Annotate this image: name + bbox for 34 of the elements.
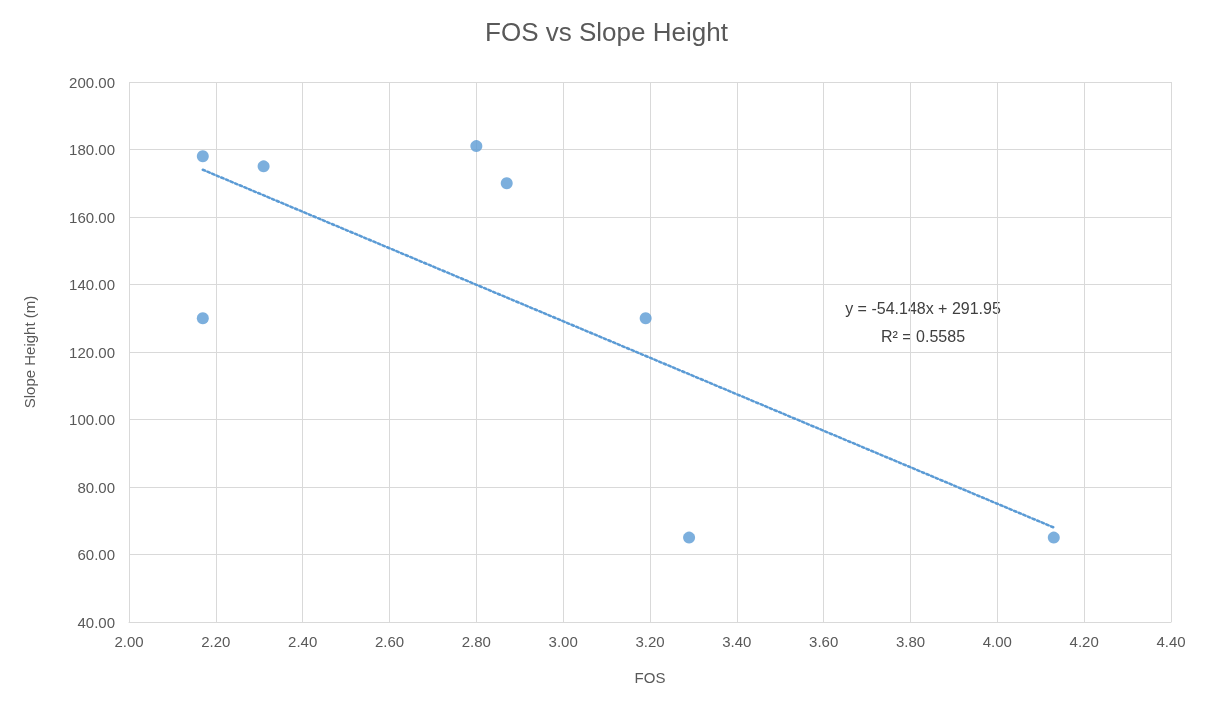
y-axis-title: Slope Height (m) (21, 295, 38, 409)
point (196, 150, 209, 163)
x-tick-label: 3.60 (809, 633, 839, 650)
y-tick-label: 100.00 (69, 411, 115, 428)
point (196, 312, 209, 325)
x-tick-label: 2.60 (374, 633, 405, 650)
y-tick-label: 200.00 (69, 73, 115, 91)
x-tick-label: 4.40 (1156, 633, 1186, 650)
y-tick-label: 160.00 (69, 208, 115, 226)
x-tick-label: 4.00 (982, 633, 1012, 650)
annotation: y = -54.148x + 291.95 (845, 299, 1001, 317)
point (1047, 531, 1060, 544)
x-tick-label: 2.00 (114, 633, 144, 650)
y-tick-label: 180.00 (69, 141, 115, 158)
x-tick-label: 4.20 (1069, 633, 1099, 650)
y-tick-label: 120.00 (69, 343, 115, 361)
x-axis-title: FOS (634, 669, 666, 686)
point (500, 177, 513, 190)
x-tick-label: 3.80 (895, 633, 926, 650)
point (470, 140, 483, 153)
y-tick-label: 80.00 (77, 478, 115, 496)
point (257, 160, 270, 173)
y-tick-label: 60.00 (77, 546, 115, 563)
chart-title: FOS vs Slope Height (485, 17, 729, 47)
y-tick-label: 140.00 (69, 276, 115, 293)
x-tick-label: 2.80 (461, 633, 491, 650)
x-tick-label: 3.40 (722, 633, 752, 650)
x-tick-label: 3.20 (635, 633, 665, 650)
y-tick-label: 40.00 (77, 613, 115, 631)
x-tick-label: 2.40 (288, 633, 318, 650)
point (639, 312, 652, 325)
x-tick-label: 2.20 (201, 633, 231, 650)
x-tick-label: 3.00 (548, 633, 578, 650)
point (683, 531, 696, 544)
